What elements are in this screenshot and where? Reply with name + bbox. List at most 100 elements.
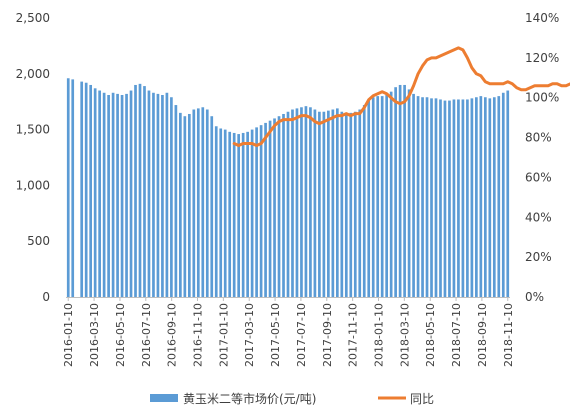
bar xyxy=(259,125,263,297)
bar xyxy=(488,98,492,297)
bar xyxy=(80,81,84,297)
x-tick-label: 2018-07-10 xyxy=(450,303,463,367)
x-tick-label: 2016-03-10 xyxy=(88,303,101,367)
bar xyxy=(461,99,465,297)
x-tick-label: 2016-07-10 xyxy=(140,303,153,367)
bar xyxy=(152,92,155,298)
bar xyxy=(300,107,303,297)
bar xyxy=(295,108,299,298)
y-right-tick-label: 60% xyxy=(525,170,552,184)
bar xyxy=(403,84,406,298)
bar xyxy=(475,97,478,298)
bar xyxy=(210,116,214,298)
bar xyxy=(376,96,380,298)
x-tick-label: 2016-05-10 xyxy=(114,303,127,367)
bar xyxy=(362,105,366,297)
bar xyxy=(255,127,258,298)
bar xyxy=(192,109,196,297)
bar xyxy=(349,112,353,297)
bar xyxy=(327,110,330,297)
x-tick-label: 2018-09-10 xyxy=(476,303,489,367)
bar xyxy=(214,126,218,297)
bar xyxy=(201,107,205,297)
bar xyxy=(71,79,75,297)
bar xyxy=(165,92,169,298)
bar xyxy=(344,112,348,297)
bar xyxy=(134,84,137,298)
bar xyxy=(268,120,272,297)
x-tick-label: 2018-03-10 xyxy=(398,303,411,367)
bar xyxy=(282,113,285,297)
bar xyxy=(183,116,187,298)
bar xyxy=(452,99,456,297)
bar xyxy=(492,97,496,298)
bar xyxy=(483,97,487,298)
bar xyxy=(232,132,236,297)
bar xyxy=(335,108,339,298)
bar xyxy=(89,84,93,298)
bar xyxy=(170,97,173,298)
bar xyxy=(470,98,474,297)
y-right-tick-label: 20% xyxy=(525,250,552,264)
x-tick-label: 2016-11-10 xyxy=(192,303,205,367)
bar xyxy=(385,95,389,297)
bar xyxy=(107,95,110,297)
x-tick-label: 2018-01-10 xyxy=(372,303,385,367)
bar xyxy=(304,106,308,297)
y-right-tick-label: 100% xyxy=(525,91,559,105)
y-right-tick-label: 140% xyxy=(525,11,559,25)
bar xyxy=(443,100,447,297)
bar xyxy=(479,96,483,298)
bar xyxy=(322,111,326,298)
bar xyxy=(407,89,411,297)
bar xyxy=(125,93,128,297)
bar xyxy=(367,100,371,297)
x-tick-label: 2017-09-10 xyxy=(321,303,334,367)
bar xyxy=(340,111,344,298)
bar xyxy=(129,90,133,297)
bar xyxy=(223,129,227,297)
bar xyxy=(120,95,124,297)
yoy-line xyxy=(232,46,570,148)
bar xyxy=(250,129,254,297)
x-axis: 2016-01-10 2016-03-10 2016-05-10 2016-07-10… xyxy=(62,297,515,367)
bar xyxy=(147,90,151,297)
bar xyxy=(196,108,200,298)
bar xyxy=(241,132,245,297)
bar xyxy=(219,128,223,297)
bar xyxy=(353,111,357,298)
bar xyxy=(84,82,88,297)
bar xyxy=(66,78,70,297)
bar xyxy=(237,134,241,297)
bar xyxy=(430,98,433,297)
bar xyxy=(434,98,438,297)
y-left-tick-label: 1,500 xyxy=(16,123,50,137)
bar xyxy=(439,99,442,297)
bar xyxy=(116,93,119,297)
bar xyxy=(98,90,101,297)
bar xyxy=(501,92,505,298)
y-left-tick-label: 2,000 xyxy=(16,67,50,81)
x-tick-label: 2016-01-10 xyxy=(62,303,75,367)
bar xyxy=(380,96,384,298)
y-left-tick-label: 2,500 xyxy=(16,11,50,25)
bar xyxy=(457,99,460,297)
bar xyxy=(161,95,164,297)
y-right-tick-label: 120% xyxy=(525,51,559,65)
bar xyxy=(291,109,294,297)
bar xyxy=(179,112,182,297)
bar xyxy=(412,93,415,297)
bar xyxy=(277,116,281,298)
y-left-tick-label: 1,000 xyxy=(16,178,50,192)
bar xyxy=(466,99,469,297)
bar xyxy=(448,100,451,297)
y-right-tick-label: 80% xyxy=(525,131,552,145)
bar xyxy=(264,122,267,298)
line-series xyxy=(232,46,570,148)
bar xyxy=(497,96,501,298)
bar xyxy=(286,111,290,298)
bar xyxy=(425,97,429,298)
bar xyxy=(228,131,232,297)
y-left-tick-label: 0 xyxy=(42,290,50,304)
